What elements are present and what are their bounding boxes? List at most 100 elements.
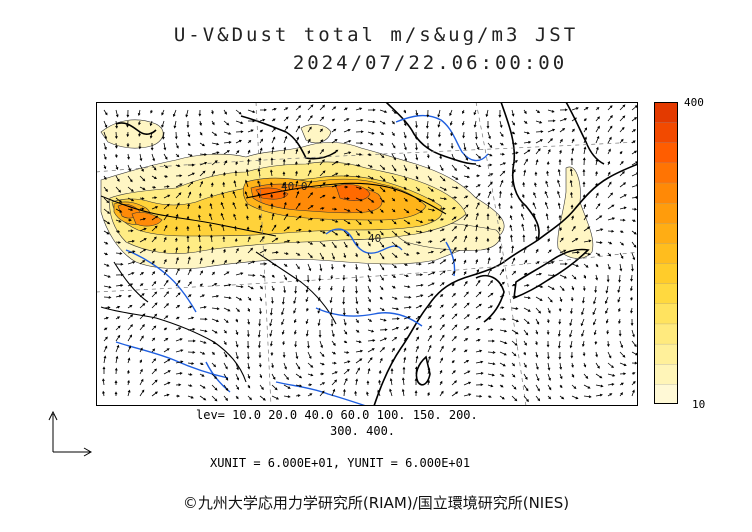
wind-arrow: [389, 388, 393, 397]
wind-arrow: [319, 116, 325, 122]
wind-arrow: [511, 270, 517, 276]
wind-arrow: [606, 274, 610, 283]
wind-arrow: [127, 389, 131, 397]
wind-arrow: [127, 345, 132, 353]
wind-arrow: [305, 285, 309, 293]
wind-arrow: [234, 225, 237, 232]
wind-arrow: [439, 282, 445, 287]
wind-arrow: [211, 307, 220, 311]
wind-arrow: [150, 109, 153, 114]
wind-arrow: [559, 296, 563, 303]
wind-arrow: [366, 391, 369, 397]
wind-arrow: [487, 292, 494, 298]
wind-arrow: [607, 148, 611, 155]
wind-arrow: [161, 109, 165, 116]
wind-arrow: [367, 307, 371, 312]
wind-arrow: [114, 367, 118, 375]
wind-arrow: [271, 237, 279, 243]
wind-arrow: [463, 314, 470, 320]
wind-arrow: [546, 329, 550, 336]
wind-arrow: [139, 207, 145, 211]
wind-arrow: [187, 191, 192, 199]
wind-arrow: [427, 325, 432, 331]
wind-arrow: [319, 182, 326, 188]
wind-arrow: [619, 115, 626, 122]
wind-arrow: [475, 303, 482, 309]
wind-arrow: [247, 158, 250, 166]
wind-arrow: [295, 384, 303, 388]
wind-arrow: [451, 324, 458, 331]
wind-arrow: [475, 349, 483, 353]
wind-arrow: [571, 362, 574, 368]
wind-arrow: [583, 395, 592, 399]
wind-arrow: [367, 164, 373, 168]
wind-arrow: [270, 203, 274, 209]
wind-arrow: [583, 127, 588, 133]
wind-arrow: [307, 192, 314, 199]
wind-arrow: [235, 296, 243, 301]
wind-arrow: [607, 229, 615, 233]
wind-arrow: [619, 382, 624, 386]
wind-arrow: [631, 150, 638, 155]
wind-arrow: [498, 226, 501, 232]
colorbar-cell: [654, 202, 678, 224]
wind-arrow: [307, 104, 314, 111]
wind-arrow: [139, 186, 146, 190]
wind-arrow: [114, 153, 118, 159]
wind-arrow: [415, 262, 422, 266]
wind-arrow: [559, 138, 563, 144]
wind-arrow: [391, 208, 396, 213]
wind-arrow: [367, 252, 371, 260]
wind-arrow: [595, 362, 600, 369]
wind-arrow: [318, 329, 322, 338]
wind-arrow: [523, 140, 532, 144]
wind-arrow: [583, 226, 591, 232]
wind-arrow: [547, 109, 555, 113]
wind-arrow: [499, 190, 502, 199]
wind-arrow: [570, 204, 574, 210]
wind-arrow: [499, 340, 508, 345]
wind-arrow: [235, 373, 240, 381]
wind-arrow: [426, 109, 430, 118]
wind-arrow: [461, 120, 465, 126]
wind-arrow: [403, 295, 412, 299]
wind-arrow: [463, 259, 467, 265]
wind-arrow: [307, 180, 313, 188]
wind-arrow: [103, 295, 112, 299]
wind-arrow: [583, 214, 588, 221]
colorbar-min-label: 10: [692, 398, 706, 411]
wind-arrow: [355, 152, 363, 156]
wind-arrow: [270, 181, 273, 188]
wind-arrow: [462, 109, 465, 114]
wind-arrow: [473, 109, 477, 116]
wind-arrow: [475, 212, 479, 221]
wind-arrow: [175, 304, 181, 309]
wind-arrow: [499, 281, 505, 287]
wind-arrow: [606, 340, 610, 348]
wind-arrow: [151, 236, 157, 243]
wind-arrow: [187, 268, 192, 276]
wind-arrow: [439, 314, 445, 320]
wind-arrow: [294, 161, 298, 166]
wind-arrow: [283, 285, 287, 294]
wind-arrow: [570, 351, 574, 359]
wind-arrow: [631, 230, 637, 235]
wind-arrow: [319, 351, 325, 358]
wind-arrow: [151, 271, 156, 276]
wind-arrow: [222, 236, 226, 243]
wind-arrow: [487, 384, 494, 388]
wind-arrow: [449, 109, 453, 117]
wind-arrow: [115, 109, 119, 118]
wind-arrow: [619, 171, 625, 177]
wind-arrow: [475, 371, 484, 375]
wind-arrow: [595, 274, 599, 281]
wind-arrow: [175, 164, 181, 168]
wind-arrow: [451, 335, 457, 342]
wind-arrow: [534, 171, 538, 177]
wind-arrow: [114, 391, 118, 396]
wind-arrow: [257, 168, 261, 177]
wind-arrow: [281, 307, 285, 316]
wind-arrow: [283, 395, 291, 398]
wind-arrow: [246, 351, 250, 360]
wind-arrow: [391, 252, 398, 258]
